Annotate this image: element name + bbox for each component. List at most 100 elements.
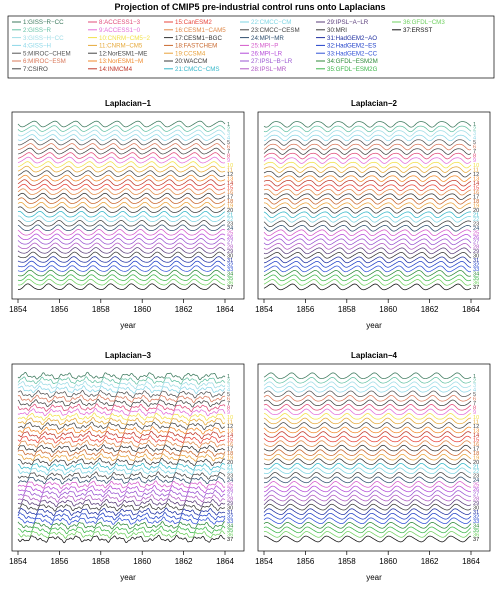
x-tick-label: 1862 — [175, 305, 193, 314]
legend-label: 6:MIROC−ESM — [23, 58, 66, 65]
series-end-label: 14 — [227, 433, 233, 439]
series-end-label: 16 — [473, 442, 479, 448]
series-line — [17, 416, 226, 426]
series-end-label: 6 — [473, 397, 476, 403]
series-end-label: 23 — [227, 222, 233, 228]
series-line — [17, 188, 226, 195]
panel: Laplacian−212345678910111213141516171819… — [255, 99, 491, 330]
legend-entry: 33:HadGEM2−CC — [316, 50, 378, 57]
series-end-label: 9 — [227, 158, 230, 164]
legend-entry: 37:ERSST — [392, 27, 432, 34]
series-end-label: 13 — [473, 428, 479, 434]
series-end-label: 17 — [473, 194, 479, 200]
series-line — [17, 425, 226, 435]
series-end-label: 11 — [227, 167, 233, 173]
series-end-label: 15 — [227, 185, 233, 191]
series-end-label: 35 — [473, 528, 479, 534]
legend-entry: 21:CMCC−CMS — [164, 66, 220, 73]
series-line — [263, 512, 472, 520]
series-end-label: 8 — [227, 406, 230, 412]
series-line — [17, 530, 226, 539]
series-line — [263, 252, 472, 259]
series-end-label: 28 — [227, 496, 233, 502]
x-tick-label: 1860 — [379, 557, 397, 566]
series-end-label: 2 — [227, 127, 230, 133]
legend-entry: 14:INMCM4 — [88, 66, 133, 73]
series-line — [17, 448, 226, 458]
series-line — [263, 377, 472, 384]
legend-entry: 10:CNRM−CM5−2 — [88, 35, 150, 42]
series-end-label: 14 — [227, 181, 233, 187]
series-line — [17, 220, 226, 227]
panel: Laplacian−312345678910111213141516171819… — [9, 351, 245, 582]
series-line — [17, 376, 226, 385]
series-line — [263, 234, 472, 241]
series-end-label: 8 — [473, 406, 476, 412]
series-end-label: 35 — [227, 276, 233, 282]
series-line — [17, 251, 226, 259]
series-line — [263, 256, 472, 264]
panel: Laplacian−412345678910111213141516171819… — [255, 351, 491, 582]
series-line — [263, 476, 472, 484]
series-line — [263, 503, 472, 511]
series-line — [263, 404, 472, 411]
x-axis-label: year — [366, 321, 382, 330]
series-end-label: 19 — [227, 456, 233, 462]
series-end-label: 29 — [473, 501, 479, 507]
series-line — [17, 224, 226, 231]
series-line — [17, 489, 226, 499]
series-end-label: 11 — [473, 419, 479, 425]
legend-label: 13:NorESM1−M — [99, 58, 143, 65]
legend-label: 15:CanESM2 — [175, 19, 212, 26]
series-line — [263, 399, 472, 406]
series-end-label: 27 — [227, 240, 233, 246]
series-end-label: 24 — [473, 478, 479, 484]
legend-label: 28:IPSL−MR — [251, 66, 287, 73]
series-end-label: 15 — [227, 437, 233, 443]
series-line — [17, 494, 226, 503]
series-line — [263, 279, 472, 286]
legend-label: 7:CSIRO — [23, 66, 48, 73]
x-tick-label: 1864 — [462, 557, 480, 566]
legend-entry: 12:NorESM1−ME — [88, 50, 147, 57]
legend-label: 19:CCSM4 — [175, 50, 206, 57]
series-line — [17, 170, 226, 177]
series-line — [263, 453, 472, 461]
series-line — [17, 389, 226, 399]
series-end-label: 24 — [227, 226, 233, 232]
legend-label: 4:GISS−H — [23, 43, 51, 50]
series-line — [263, 522, 472, 529]
series-end-label: 26 — [473, 487, 479, 493]
series-end-label: 18 — [473, 199, 479, 205]
series-line — [263, 485, 472, 493]
series-end-label: 25 — [227, 483, 233, 489]
series-line — [17, 371, 226, 381]
x-tick-label: 1854 — [9, 305, 27, 314]
x-tick-label: 1854 — [9, 557, 27, 566]
legend-label: 25:MPI−P — [251, 43, 278, 50]
legend-label: 20:WACCM — [175, 58, 207, 65]
series-line — [263, 458, 472, 465]
series-line — [263, 531, 472, 538]
legend-label: 36:GFDL−CM3 — [403, 19, 445, 26]
series-end-label: 31 — [227, 258, 233, 264]
series-end-label: 33 — [473, 267, 479, 273]
legend-label: 8:ACCESS1−3 — [99, 19, 141, 26]
series-line — [17, 412, 226, 422]
legend-entry: 36:GFDL−CM3 — [392, 19, 445, 26]
series-line — [17, 475, 226, 485]
series-end-label: 2 — [473, 379, 476, 385]
legend-label: 2:GISS−R — [23, 27, 52, 34]
series-end-label: 36 — [227, 280, 233, 286]
series-end-label: 20 — [473, 460, 479, 466]
series-end-label: 5 — [227, 392, 230, 398]
legend-entry: 7:CSIRO — [12, 66, 48, 73]
series-line — [17, 466, 226, 476]
panel-title: Laplacian−3 — [105, 351, 152, 360]
legend: 1:GISS−R−CC2:GISS−R3:GISS−H−CC4:GISS−H5:… — [7, 15, 495, 79]
series-end-label: 19 — [227, 204, 233, 210]
legend-label: 16:CESM1−CAM5 — [175, 27, 226, 34]
series-end-label: 16 — [227, 190, 233, 196]
x-tick-label: 1856 — [51, 305, 69, 314]
series-line — [17, 143, 226, 150]
